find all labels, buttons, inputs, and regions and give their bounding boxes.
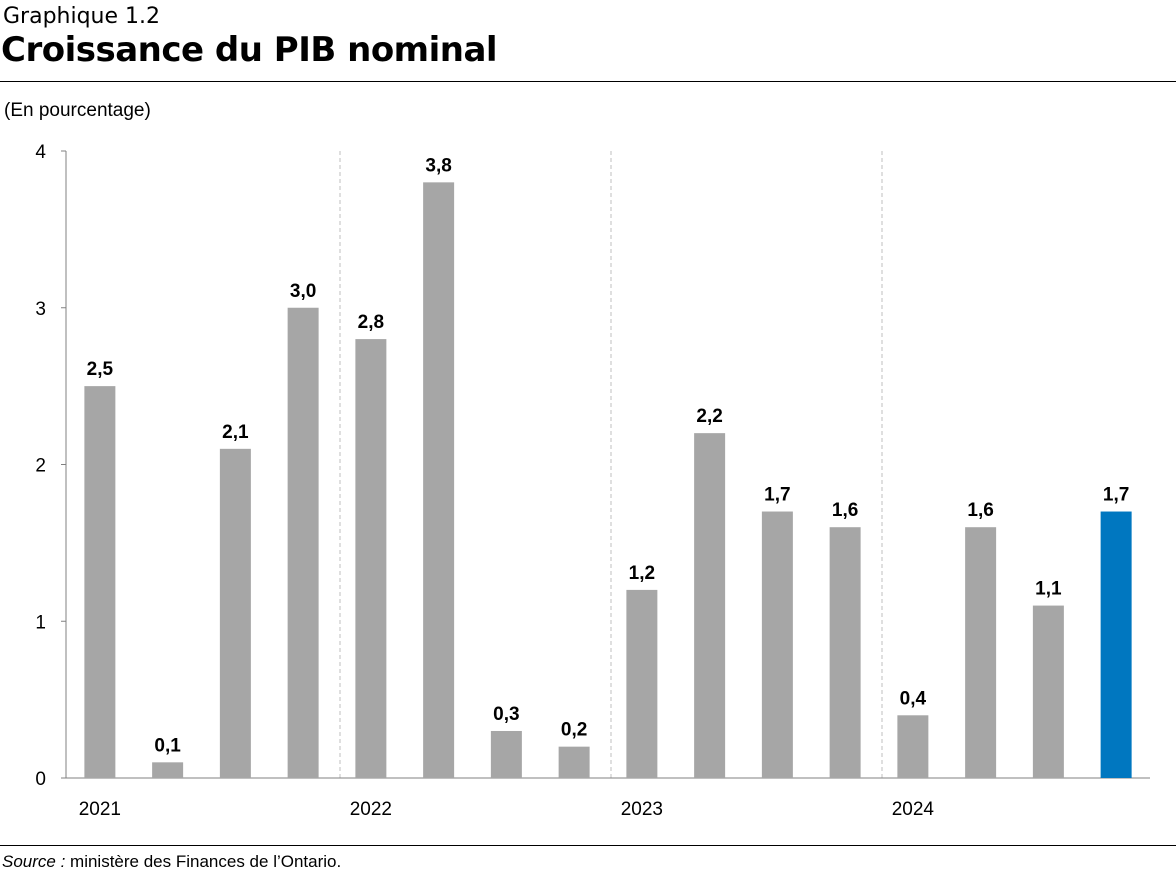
source-text: ministère des Finances de l’Ontario. xyxy=(65,852,342,871)
bar xyxy=(490,730,522,778)
bar xyxy=(558,746,590,778)
bar-value-label: 0,2 xyxy=(561,720,587,741)
bar-value-label: 1,6 xyxy=(832,500,858,521)
bar-value-label: 2,2 xyxy=(696,406,722,427)
bar xyxy=(355,339,387,778)
bar-value-label: 3,8 xyxy=(425,155,451,176)
bar-value-label: 0,4 xyxy=(900,688,927,709)
bar-value-label: 1,7 xyxy=(1103,485,1129,506)
bar-value-label: 1,7 xyxy=(764,485,790,506)
bar-chart: 0 1 2 3 4 2,5 0,1 2,1 3,0 2,8 3,8 0,3 0,2 1,2 2,2 1,7 1,… xyxy=(35,142,1150,820)
bar xyxy=(423,182,455,779)
source-note: Source : ministère des Finances de l’Ont… xyxy=(2,852,341,872)
bar xyxy=(84,386,116,778)
x-year-label: 2024 xyxy=(892,799,935,820)
bar xyxy=(829,527,861,778)
bar xyxy=(694,433,726,778)
bar-value-label: 2,8 xyxy=(358,312,384,333)
bar xyxy=(897,715,929,778)
y-tick-label: 4 xyxy=(35,142,46,163)
bar xyxy=(761,511,793,778)
bar xyxy=(626,589,658,778)
bar xyxy=(965,527,997,778)
bar xyxy=(219,448,251,778)
bar xyxy=(152,762,184,778)
footer-divider xyxy=(0,845,1176,846)
unit-label: (En pourcentage) xyxy=(4,100,151,121)
bar xyxy=(1100,511,1132,778)
bar xyxy=(1032,605,1064,778)
header-divider xyxy=(0,81,1176,82)
chart-title: Croissance du PIB nominal xyxy=(1,30,498,70)
chart-kicker: Graphique 1.2 xyxy=(3,4,161,29)
bar-value-label: 3,0 xyxy=(290,281,316,302)
y-tick-label: 1 xyxy=(35,612,46,633)
x-year-label: 2023 xyxy=(621,799,663,820)
bar xyxy=(287,307,319,778)
bar-value-label: 1,2 xyxy=(629,563,655,584)
y-tick-label: 0 xyxy=(35,769,46,790)
bar-value-label: 1,1 xyxy=(1035,579,1062,600)
y-tick-label: 3 xyxy=(35,299,46,320)
bar-value-label: 2,5 xyxy=(87,359,114,380)
bar-value-label: 2,1 xyxy=(222,422,249,443)
bar-value-label: 0,1 xyxy=(154,735,181,756)
x-year-label: 2022 xyxy=(350,799,392,820)
bar-value-label: 0,3 xyxy=(493,704,519,725)
bar-value-label: 1,6 xyxy=(967,500,993,521)
source-label: Source : xyxy=(2,852,66,871)
y-tick-label: 2 xyxy=(35,456,46,477)
x-year-label: 2021 xyxy=(79,799,121,820)
